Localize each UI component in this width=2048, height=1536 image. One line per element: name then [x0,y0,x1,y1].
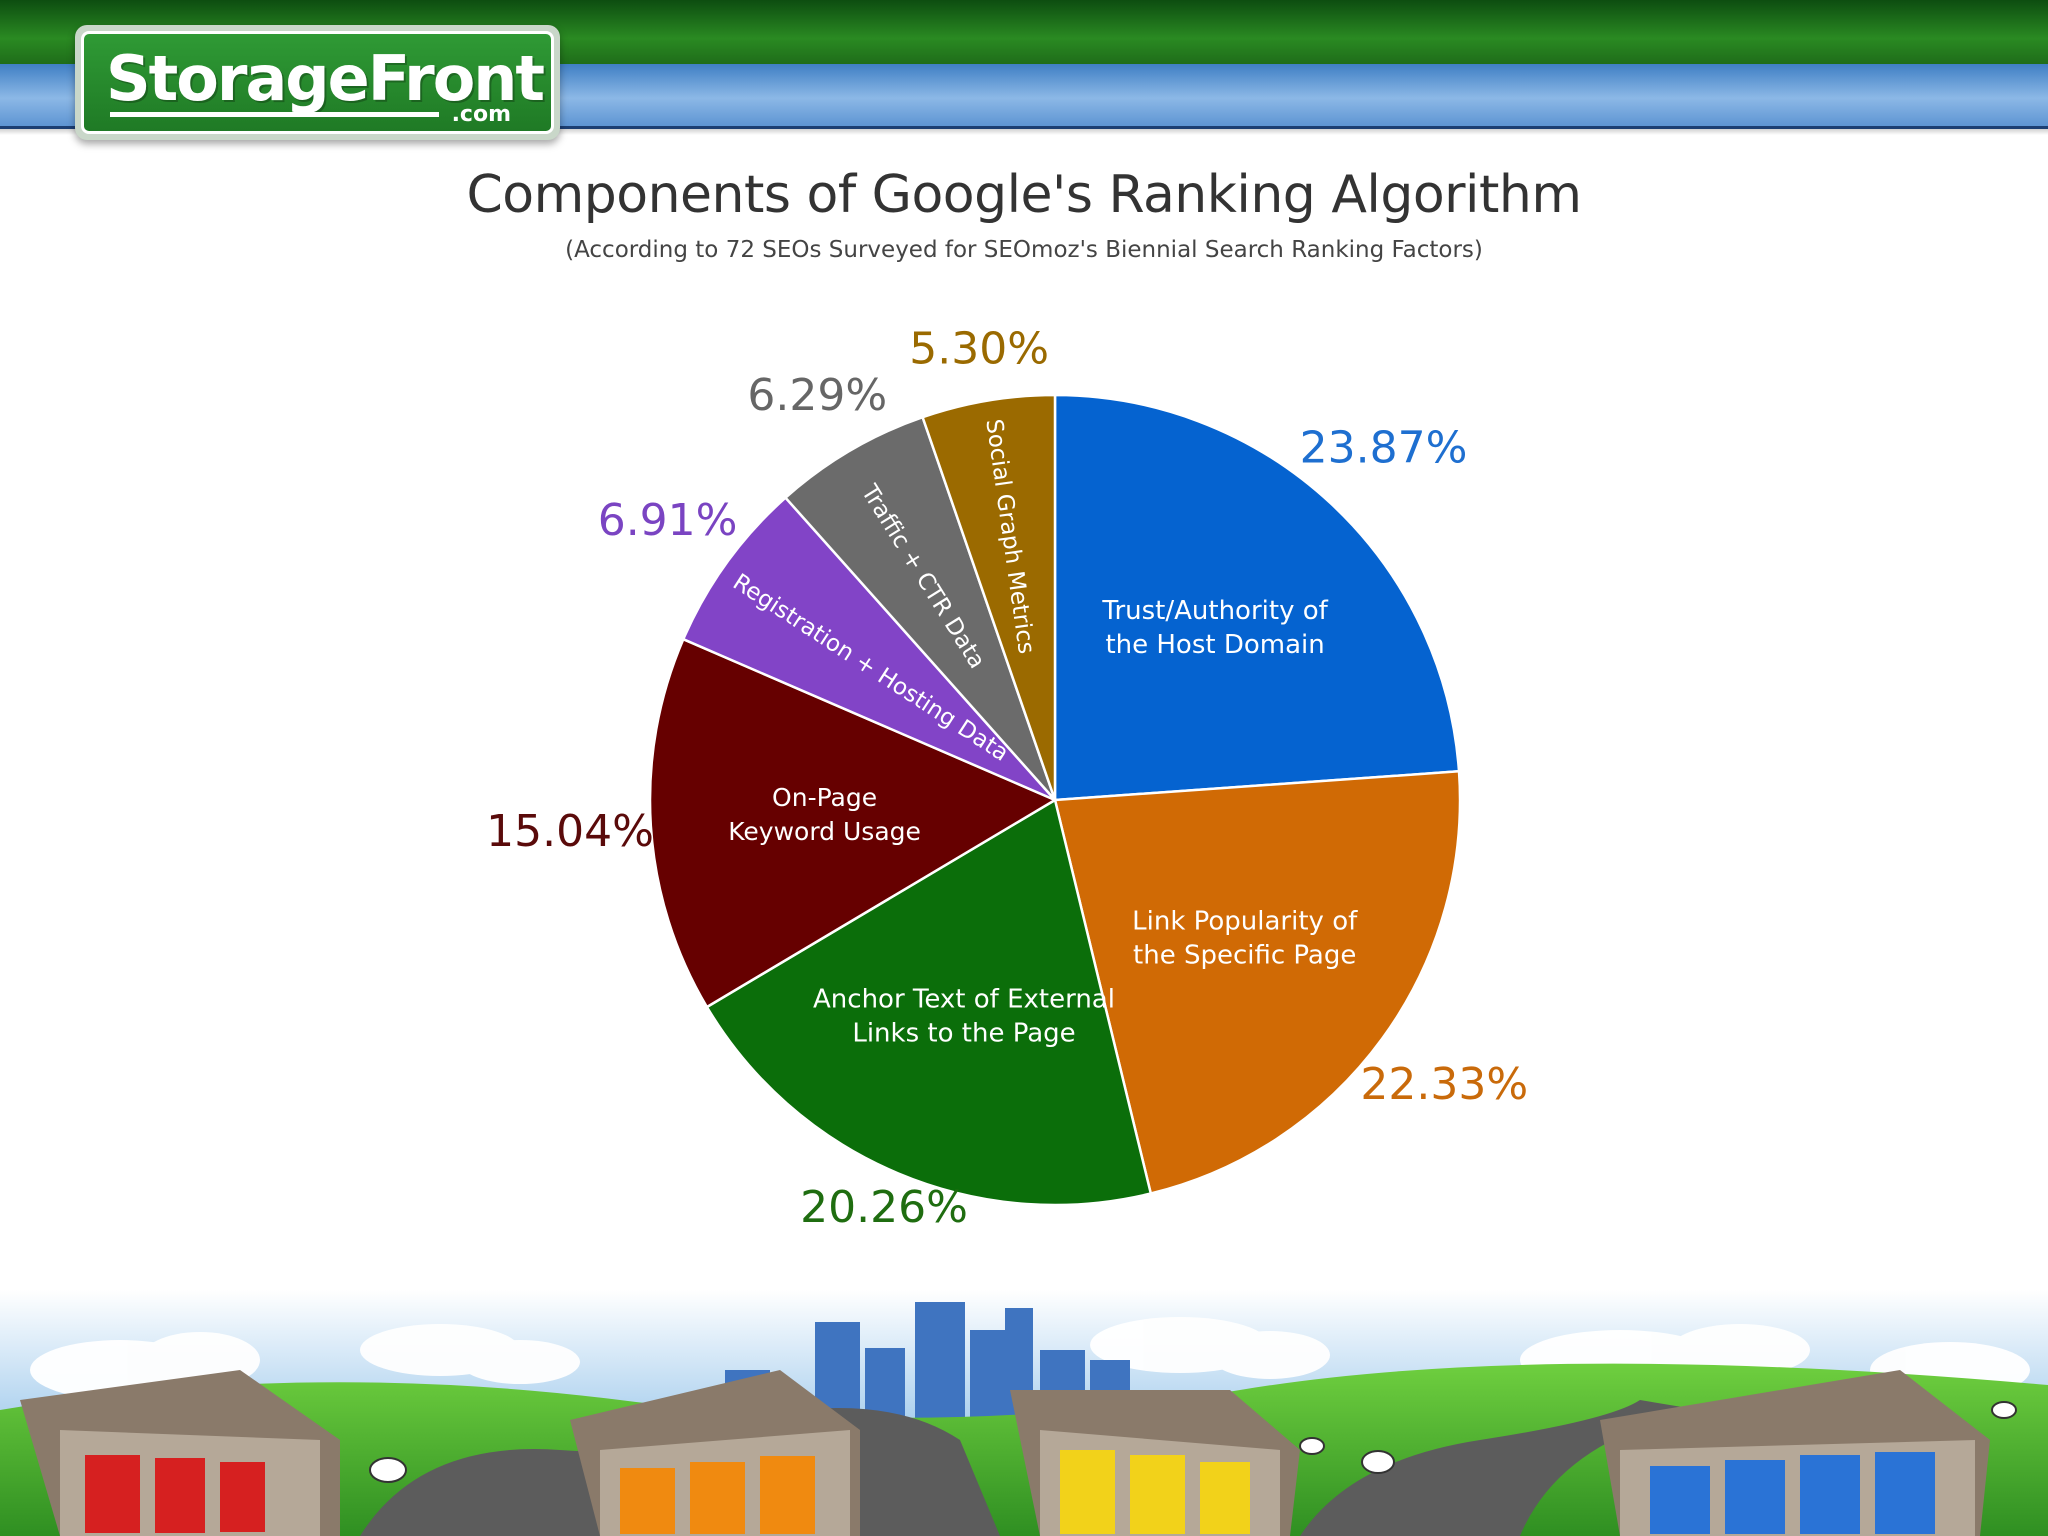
slice-value-4: 6.91% [598,495,738,546]
pie-slice-0 [1053,393,1461,802]
slice-value-2: 20.26% [800,1182,968,1233]
storage-unit-right [1600,1370,1990,1536]
slice-value-5: 6.29% [747,370,887,421]
pie-slice-5 [784,415,1057,802]
slice-label-0: Trust/Authority of the Host Domain [1101,596,1328,660]
pie-slice-2 [705,798,1153,1207]
slice-value-3: 15.04% [486,806,654,857]
pie-chart: Trust/Authority of the Host Domain 23.87% L… [486,324,1528,1233]
slice-label-3: On-Page Keyword Usage [728,783,921,846]
slice-value-1: 22.33% [1360,1059,1528,1110]
slice-label-2: Anchor Text of External Links to the Page [813,985,1115,1049]
storage-unit-center-left [570,1370,860,1536]
slice-value-0: 23.87% [1300,422,1468,473]
road-right [1300,1400,1700,1536]
sheep [369,1401,2017,1483]
chart-title: Components of Google's Ranking Algorithm [466,165,1583,225]
storage-unit-left [20,1370,340,1536]
header-shadow [0,129,2048,135]
logo-name: StorageFront [106,42,545,115]
chart-subtitle: (According to 72 SEOs Surveyed for SEOmo… [565,237,1483,263]
pie-slice-4 [682,496,1057,802]
slice-label-1: Link Popularity of the Specific Page [1132,907,1358,971]
logo-suffix: .com [451,102,511,127]
slice-value-6: 5.30% [909,324,1049,375]
pie-slice-6 [921,393,1057,802]
pie-slice-1 [1053,770,1462,1195]
pie-slice-3 [648,637,1057,1009]
logo-underline [110,112,439,117]
logo-plate: StorageFront .com [81,31,554,134]
storage-unit-center-right [1010,1390,1300,1536]
storagefront-logo[interactable]: StorageFront .com [75,25,560,140]
storage-town-scenery [0,1290,2048,1536]
